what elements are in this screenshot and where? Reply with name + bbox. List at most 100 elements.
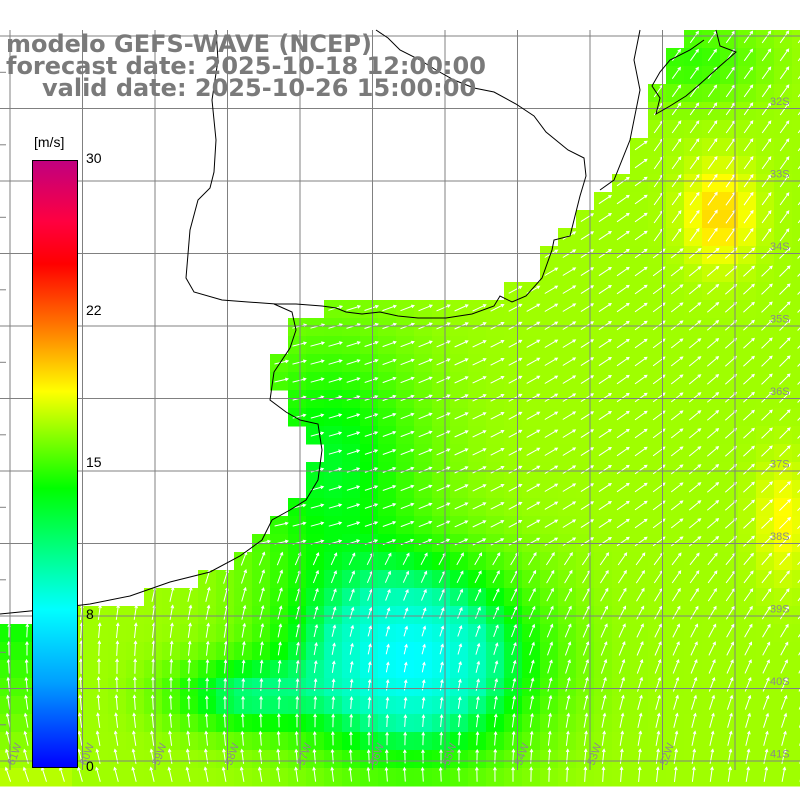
wind-arrow xyxy=(276,730,281,746)
wind-arrow xyxy=(762,694,770,710)
wind-arrow xyxy=(689,587,699,602)
wind-arrow xyxy=(151,676,155,692)
wind-arrow xyxy=(761,535,774,547)
wind-arrow xyxy=(743,463,755,475)
wind-arrow xyxy=(564,605,572,620)
wind-arrow xyxy=(779,498,792,511)
wind-arrow xyxy=(349,642,354,655)
wind-arrow xyxy=(364,359,379,365)
wind-arrow xyxy=(618,658,626,674)
wind-arrow xyxy=(169,676,173,692)
colorbar-tick-0: 0 xyxy=(86,758,94,774)
wind-arrow xyxy=(168,694,173,710)
wind-arrow xyxy=(779,30,790,44)
wind-arrow xyxy=(364,413,379,419)
wind-arrow xyxy=(203,766,209,782)
wind-arrow xyxy=(779,337,791,349)
wind-arrow xyxy=(526,429,541,438)
wind-arrow xyxy=(436,466,451,474)
wind-arrow xyxy=(114,676,119,692)
wind-arrow xyxy=(634,266,648,277)
wind-arrow xyxy=(707,588,717,602)
wind-arrow xyxy=(508,465,523,474)
wind-arrow xyxy=(331,660,336,673)
wind-arrow xyxy=(743,66,754,80)
wind-arrow xyxy=(636,623,644,638)
wind-arrow xyxy=(544,339,559,348)
wind-arrow xyxy=(779,534,791,547)
wind-arrow xyxy=(688,518,702,529)
wind-arrow xyxy=(562,501,577,510)
wind-arrow xyxy=(671,84,682,98)
wind-arrow xyxy=(707,48,717,61)
wind-arrow xyxy=(616,230,630,241)
wind-arrow xyxy=(472,448,487,456)
wind-arrow xyxy=(346,521,361,527)
wind-arrow xyxy=(688,302,702,313)
wind-arrow xyxy=(149,766,155,782)
wind-arrow xyxy=(474,570,482,584)
wind-arrow xyxy=(598,339,612,349)
wind-arrow xyxy=(331,624,337,637)
wind-arrow xyxy=(384,552,392,566)
wind-arrow xyxy=(438,766,443,782)
wind-arrow xyxy=(580,339,595,349)
wind-arrow xyxy=(673,712,679,728)
wind-arrow xyxy=(436,484,451,492)
wind-arrow xyxy=(636,587,645,602)
wind-arrow xyxy=(385,643,390,655)
wind-arrow xyxy=(688,536,702,547)
wind-arrow xyxy=(580,411,595,421)
wind-arrow xyxy=(636,641,644,656)
wind-arrow xyxy=(616,392,630,403)
wind-cell xyxy=(792,48,800,67)
wind-arrow xyxy=(205,640,210,656)
wind-arrow xyxy=(671,228,682,242)
wind-arrow xyxy=(241,568,247,584)
wind-arrow xyxy=(797,255,800,259)
wind-arrow xyxy=(241,695,245,710)
wind-arrow xyxy=(346,377,361,383)
wind-arrow xyxy=(598,483,612,493)
wind-arrow xyxy=(761,463,773,475)
wind-arrow xyxy=(634,338,648,349)
wind-arrow xyxy=(259,604,265,620)
wind-arrow xyxy=(564,569,573,584)
wind-arrow xyxy=(797,417,800,421)
wind-arrow xyxy=(580,375,595,385)
wind-arrow xyxy=(400,448,415,456)
wind-arrow xyxy=(797,327,800,331)
wind-arrow xyxy=(598,447,612,457)
wind-cell xyxy=(792,264,800,283)
wind-arrow xyxy=(421,607,427,619)
wind-arrow xyxy=(364,377,379,383)
wind-cell xyxy=(792,300,800,319)
wind-arrow xyxy=(364,485,379,491)
wind-arrow xyxy=(310,431,325,437)
wind-arrow xyxy=(743,283,755,295)
wind-arrow xyxy=(562,303,577,312)
wind-arrow xyxy=(511,677,517,692)
wind-arrow xyxy=(726,641,734,656)
wind-arrow xyxy=(779,156,790,170)
wind-arrow xyxy=(743,517,756,529)
wind-arrow xyxy=(366,766,371,782)
wind-arrow xyxy=(763,712,769,728)
wind-arrow xyxy=(688,410,702,421)
wind-arrow xyxy=(688,482,702,493)
wind-cell xyxy=(792,426,800,445)
wind-arrow xyxy=(151,658,156,674)
wind-arrow xyxy=(761,30,772,44)
wind-arrow xyxy=(618,587,627,602)
wind-arrow xyxy=(600,641,608,656)
wind-arrow xyxy=(797,291,800,295)
wind-arrow xyxy=(454,358,469,366)
wind-arrow xyxy=(79,658,83,674)
wind-arrow xyxy=(310,377,325,383)
wind-arrow xyxy=(655,694,661,710)
wind-arrow xyxy=(402,766,407,782)
wind-arrow xyxy=(670,500,684,511)
wind-arrow xyxy=(400,304,415,312)
wind-arrow xyxy=(348,570,355,583)
wind-arrow xyxy=(490,466,505,474)
